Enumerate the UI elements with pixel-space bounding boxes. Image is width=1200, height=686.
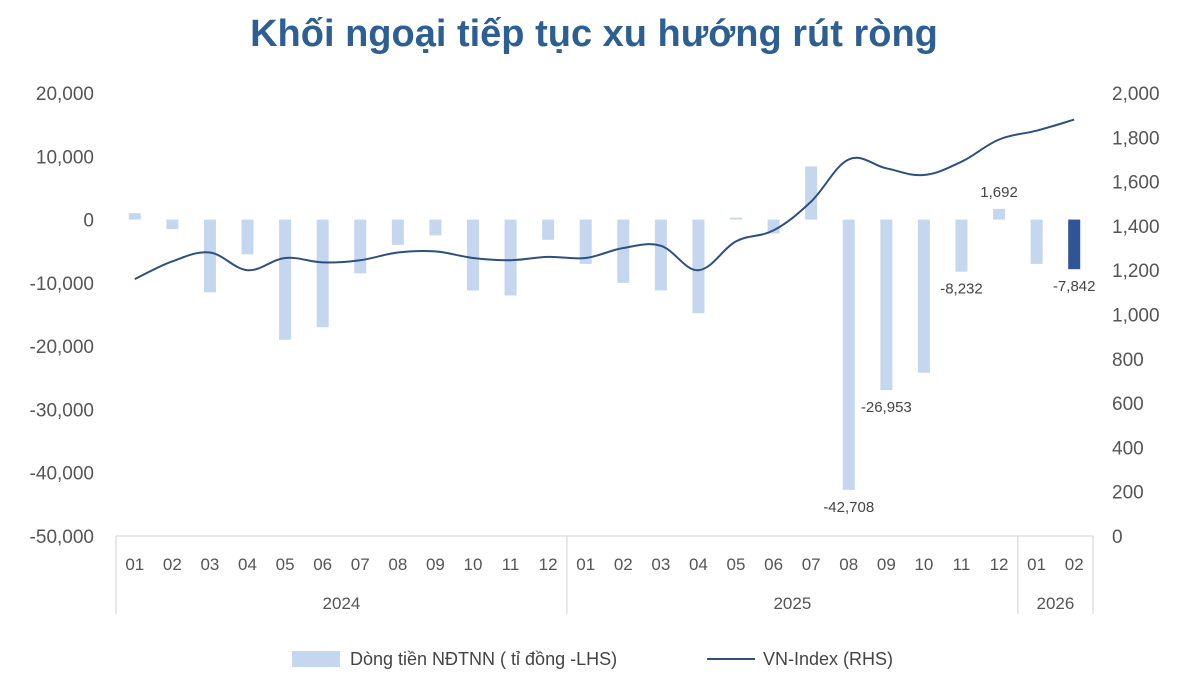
month-label: 03 <box>200 555 219 574</box>
bar-13 <box>617 219 630 283</box>
month-label: 05 <box>276 555 295 574</box>
bar-7 <box>391 219 404 245</box>
left-tick-label: -20,000 <box>30 337 94 358</box>
data-label-25: -7,842 <box>1053 278 1096 295</box>
month-label: 01 <box>1027 555 1046 574</box>
legend-bar-label: Dòng tiền NĐTNN ( tỉ đồng -LHS) <box>350 649 617 669</box>
month-label: 06 <box>764 555 783 574</box>
right-tick-label: 1,800 <box>1112 128 1160 149</box>
bar-3 <box>241 219 254 255</box>
right-tick-label: 1,200 <box>1112 261 1160 282</box>
right-tick-label: 1,600 <box>1112 173 1160 194</box>
left-tick-label: -40,000 <box>30 464 94 485</box>
month-label: 11 <box>953 555 971 574</box>
year-label: 2026 <box>1037 594 1075 613</box>
right-tick-label: 1,400 <box>1112 217 1160 238</box>
bar-1 <box>166 219 179 230</box>
left-tick-label: -10,000 <box>30 274 94 295</box>
left-tick-label: 10,000 <box>36 147 94 168</box>
bar-24 <box>1030 219 1043 264</box>
right-tick-label: 200 <box>1112 483 1144 504</box>
month-label: 04 <box>238 555 257 574</box>
legend: Dòng tiền NĐTNN ( tỉ đồng -LHS) VN-Index… <box>292 649 893 669</box>
month-label: 02 <box>163 555 182 574</box>
month-label: 08 <box>388 555 407 574</box>
right-tick-label: 2,000 <box>1112 84 1160 105</box>
bar-5 <box>316 219 329 328</box>
bar-20 <box>880 219 893 391</box>
left-tick-label: -30,000 <box>30 400 94 421</box>
bar-15 <box>692 219 705 314</box>
year-label: 2025 <box>773 594 811 613</box>
month-label: 12 <box>539 555 558 574</box>
bar-22 <box>955 219 968 272</box>
right-tick-label: 400 <box>1112 438 1144 459</box>
bar-4 <box>279 219 292 340</box>
left-tick-label: 20,000 <box>36 84 94 105</box>
left-tick-label: 0 <box>83 211 94 232</box>
bar-14 <box>654 219 667 291</box>
month-label: 01 <box>576 555 595 574</box>
bar-0 <box>128 213 141 220</box>
month-label: 07 <box>802 555 821 574</box>
bar-6 <box>354 219 367 274</box>
vn-index-line <box>134 118 1075 281</box>
data-label-22: -8,232 <box>940 281 983 298</box>
month-label: 02 <box>614 555 633 574</box>
data-label-23: 1,692 <box>980 184 1018 201</box>
month-label: 10 <box>464 555 483 574</box>
bar-9 <box>466 219 479 291</box>
month-label: 09 <box>426 555 445 574</box>
right-tick-label: 600 <box>1112 394 1144 415</box>
bar-25 <box>1068 219 1081 270</box>
year-label: 2024 <box>323 594 361 613</box>
bar-17 <box>767 219 780 234</box>
right-tick-label: 0 <box>1112 527 1123 548</box>
bar-23 <box>993 208 1006 220</box>
month-label: 08 <box>839 555 858 574</box>
right-tick-label: 1,000 <box>1112 306 1160 327</box>
bar-series <box>128 166 1081 490</box>
month-label: 05 <box>727 555 746 574</box>
bar-10 <box>504 219 517 296</box>
right-tick-label: 800 <box>1112 350 1144 371</box>
month-label: 11 <box>502 555 520 574</box>
month-label: 04 <box>689 555 708 574</box>
month-label: 01 <box>125 555 144 574</box>
left-axis: 20,000 10,000 0 -10,000 -20,000 -30,000 -40,00… <box>30 84 94 548</box>
bar-16 <box>730 217 743 220</box>
month-label: 02 <box>1065 555 1084 574</box>
chart-title: Khối ngoại tiếp tục xu hướng rút ròng <box>250 13 938 55</box>
bar-2 <box>203 219 216 293</box>
month-label: 09 <box>877 555 896 574</box>
bar-18 <box>805 166 818 220</box>
x-axis: 01 02 03 04 05 06 07 08 09 10 11 12 01 02 03 04 05 06 07 08… <box>115 535 1094 614</box>
month-label: 10 <box>914 555 933 574</box>
data-labels: -42,708 -26,953 -8,232 1,692 -7,842 <box>823 184 1095 516</box>
month-label: 03 <box>651 555 670 574</box>
bar-19 <box>842 219 855 490</box>
month-label: 12 <box>990 555 1009 574</box>
bar-8 <box>429 219 442 236</box>
month-label: 06 <box>313 555 332 574</box>
right-axis: 2,000 1,800 1,600 1,400 1,200 1,000 800 600 400 2… <box>1112 84 1160 548</box>
legend-line-label: VN-Index (RHS) <box>763 649 893 669</box>
bar-11 <box>542 219 555 240</box>
month-label: 07 <box>351 555 370 574</box>
bar-21 <box>917 219 930 373</box>
legend-bar-swatch <box>292 651 340 667</box>
data-label-20: -26,953 <box>861 399 912 416</box>
left-tick-label: -50,000 <box>30 527 94 548</box>
bar-12 <box>579 219 592 264</box>
data-label-19: -42,708 <box>823 499 874 516</box>
line-series <box>134 118 1075 281</box>
